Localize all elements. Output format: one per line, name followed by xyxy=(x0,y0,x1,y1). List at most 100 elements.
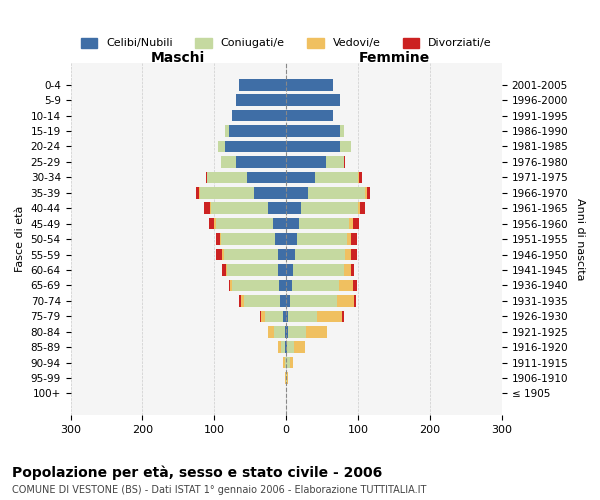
Bar xyxy=(204,202,210,214)
Bar xyxy=(286,202,301,214)
Bar xyxy=(287,342,294,353)
Bar xyxy=(216,218,273,230)
Bar xyxy=(315,172,358,183)
Bar xyxy=(227,264,278,276)
Bar xyxy=(286,326,287,338)
Bar xyxy=(286,218,299,230)
Y-axis label: Fasce di età: Fasce di età xyxy=(15,206,25,272)
Bar xyxy=(254,187,286,198)
Legend: Celibi/Nubili, Coniugati/e, Vedovi/e, Divorziati/e: Celibi/Nubili, Coniugati/e, Vedovi/e, Di… xyxy=(76,34,496,53)
Bar xyxy=(351,234,356,245)
Bar xyxy=(247,172,286,183)
Bar xyxy=(217,234,220,245)
Text: Femmine: Femmine xyxy=(358,50,430,64)
Bar xyxy=(286,79,333,90)
Bar xyxy=(292,280,338,291)
Bar xyxy=(260,310,261,322)
Bar xyxy=(344,264,351,276)
Text: COMUNE DI VESTONE (BS) - Dati ISTAT 1° gennaio 2006 - Elaborazione TUTTITALIA.IT: COMUNE DI VESTONE (BS) - Dati ISTAT 1° g… xyxy=(12,485,427,495)
Bar xyxy=(221,234,275,245)
Bar xyxy=(217,249,222,260)
Bar xyxy=(285,342,286,353)
Bar xyxy=(278,342,281,353)
Bar xyxy=(200,187,254,198)
Bar xyxy=(274,326,285,338)
Bar xyxy=(207,172,247,183)
Bar xyxy=(232,280,279,291)
Bar xyxy=(268,326,274,338)
Bar xyxy=(286,342,287,353)
Bar xyxy=(342,310,344,322)
Bar xyxy=(225,126,229,137)
Bar xyxy=(199,187,200,198)
Bar xyxy=(349,218,353,230)
Bar xyxy=(287,326,305,338)
Bar xyxy=(222,264,226,276)
Bar xyxy=(347,234,351,245)
Bar xyxy=(280,295,286,306)
Bar xyxy=(355,295,356,306)
Bar xyxy=(286,126,340,137)
Bar xyxy=(344,156,345,168)
Bar xyxy=(358,202,359,214)
Bar xyxy=(261,310,265,322)
Bar xyxy=(340,140,351,152)
Bar xyxy=(268,202,286,214)
Bar xyxy=(275,234,286,245)
Bar xyxy=(338,280,353,291)
Bar xyxy=(244,295,280,306)
Bar xyxy=(273,218,286,230)
Y-axis label: Anni di nascita: Anni di nascita xyxy=(575,198,585,280)
Bar xyxy=(301,202,358,214)
Bar xyxy=(281,342,285,353)
Bar xyxy=(232,110,286,122)
Bar xyxy=(214,218,216,230)
Bar xyxy=(286,187,308,198)
Bar xyxy=(283,357,285,368)
Bar xyxy=(286,264,293,276)
Bar xyxy=(353,280,356,291)
Bar xyxy=(340,126,344,137)
Bar xyxy=(286,280,292,291)
Bar xyxy=(353,218,359,230)
Bar xyxy=(229,126,286,137)
Bar xyxy=(287,372,289,384)
Bar xyxy=(225,140,286,152)
Bar xyxy=(293,264,344,276)
Bar xyxy=(220,234,221,245)
Bar xyxy=(365,187,367,198)
Bar xyxy=(326,156,344,168)
Bar xyxy=(351,264,355,276)
Bar xyxy=(279,280,286,291)
Bar xyxy=(286,372,287,384)
Bar xyxy=(290,357,293,368)
Bar xyxy=(222,249,224,260)
Bar xyxy=(286,156,326,168)
Bar xyxy=(283,310,286,322)
Bar xyxy=(226,264,227,276)
Bar xyxy=(241,295,244,306)
Bar xyxy=(286,110,333,122)
Bar xyxy=(358,172,359,183)
Bar xyxy=(286,172,315,183)
Bar xyxy=(289,310,317,322)
Bar xyxy=(278,249,286,260)
Bar xyxy=(286,310,289,322)
Bar xyxy=(359,202,365,214)
Bar xyxy=(295,249,345,260)
Bar xyxy=(285,357,286,368)
Bar xyxy=(239,295,241,306)
Bar xyxy=(359,172,362,183)
Bar xyxy=(290,295,337,306)
Bar xyxy=(297,234,347,245)
Text: Popolazione per età, sesso e stato civile - 2006: Popolazione per età, sesso e stato civil… xyxy=(12,465,382,479)
Bar xyxy=(299,218,349,230)
Bar xyxy=(210,202,211,214)
Bar xyxy=(236,156,286,168)
Bar xyxy=(239,79,286,90)
Bar xyxy=(286,140,340,152)
Bar xyxy=(211,202,268,214)
Bar xyxy=(294,342,305,353)
Bar xyxy=(221,156,236,168)
Bar xyxy=(286,295,290,306)
